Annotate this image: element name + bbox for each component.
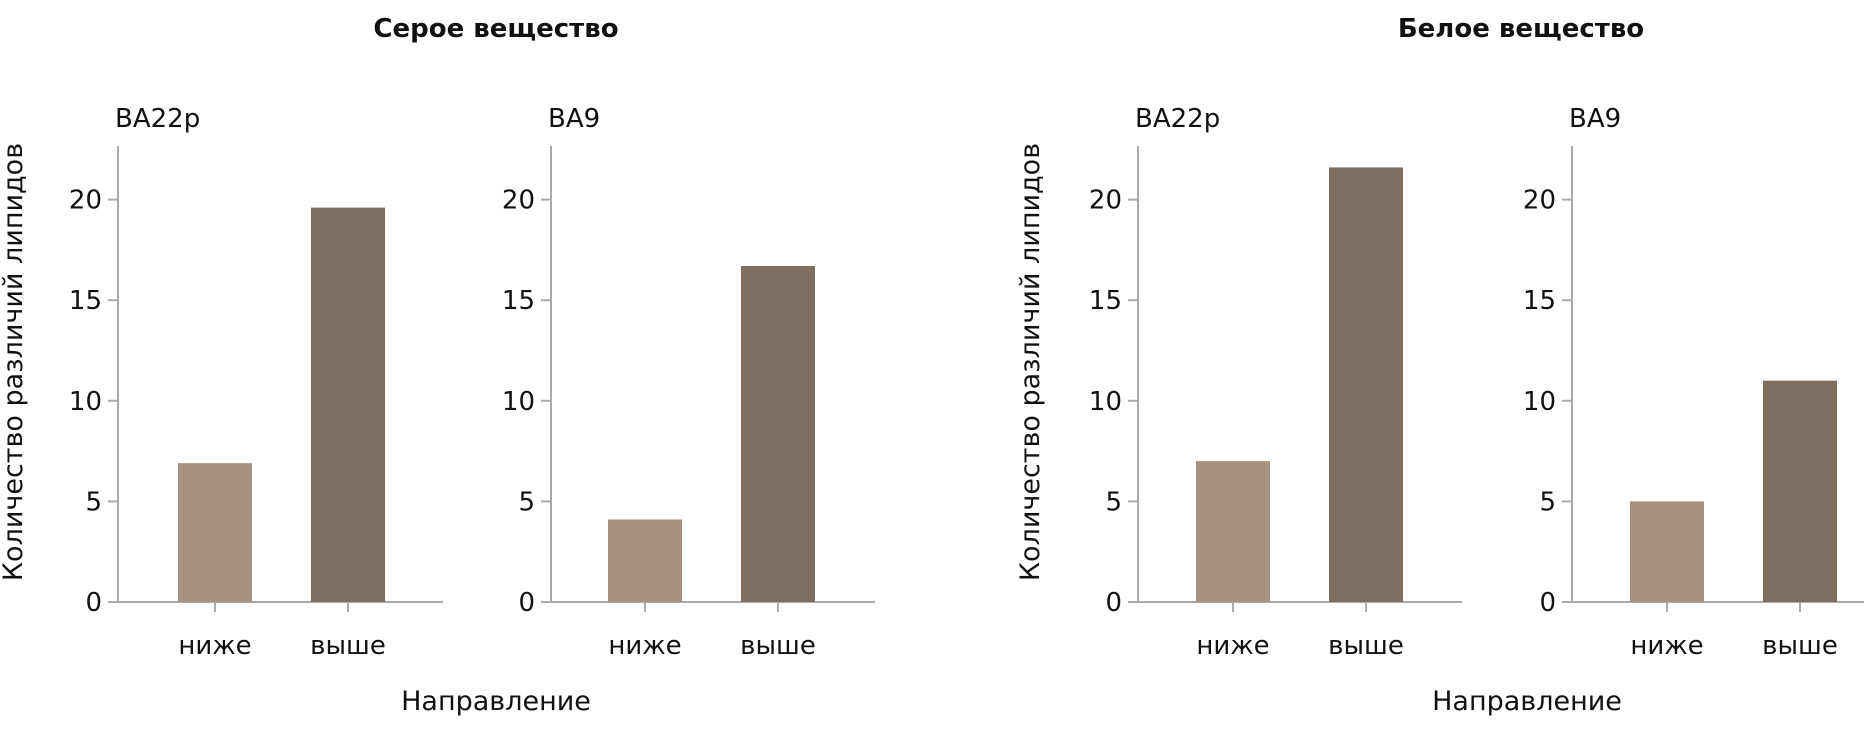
x-tick-label: выше [1762,631,1838,661]
y-tick-label: 15 [1089,286,1122,316]
bar-выше [741,265,815,602]
bar-выше [1763,380,1837,602]
bar-ниже [1196,461,1270,602]
group-title-grey-matter: Серое вещество [373,14,618,44]
x-axis-label-grey-matter: Направление [401,686,591,717]
x-tick-label: ниже [1196,631,1269,661]
x-tick-label: выше [310,631,386,661]
y-tick-label: 0 [85,588,102,618]
panel-title: BA22p [115,104,200,134]
bar-выше [311,207,385,602]
y-axis-label-grey-matter: Количество различий липидов [0,143,29,581]
y-tick-label: 5 [518,487,535,517]
panel-title: BA9 [548,104,600,134]
x-tick-label: ниже [178,631,251,661]
bar-ниже [178,463,252,602]
panel-title: BA9 [1569,104,1621,134]
y-tick-label: 15 [1523,286,1556,316]
y-tick-label: 15 [69,286,102,316]
y-tick-label: 10 [1523,387,1556,417]
x-tick-label: выше [740,631,816,661]
y-tick-label: 5 [1539,487,1556,517]
y-tick-label: 0 [1539,588,1556,618]
panel-title: BA22p [1135,104,1220,134]
y-axis-label-white-matter: Количество различий липидов [1015,143,1046,581]
group-title-white-matter: Белое вещество [1398,14,1644,44]
chart-panel-1: BA9 0 5 10 15 20 ниже выше [502,104,875,661]
y-tick-label: 0 [1105,588,1122,618]
chart-panel-2: BA22p 0 5 10 15 20 ниже выше [1089,104,1462,661]
x-axis-label-white-matter: Направление [1432,686,1622,717]
y-tick-label: 10 [69,387,102,417]
chart-panel-3: BA9 0 5 10 15 20 ниже выше [1523,104,1864,661]
bar-ниже [608,519,682,602]
x-tick-label: выше [1328,631,1404,661]
y-tick-label: 5 [85,487,102,517]
bar-ниже [1630,501,1704,602]
y-tick-label: 10 [1089,387,1122,417]
y-tick-label: 20 [1089,186,1122,216]
bar-выше [1329,167,1403,602]
x-tick-label: ниже [1630,631,1703,661]
y-tick-label: 0 [518,588,535,618]
y-tick-label: 15 [502,286,535,316]
y-tick-label: 5 [1105,487,1122,517]
y-tick-label: 20 [502,186,535,216]
y-tick-label: 20 [1523,186,1556,216]
chart-panel-0: BA22p 0 5 10 15 20 ниже выше [69,104,443,661]
x-tick-label: ниже [608,631,681,661]
y-tick-label: 20 [69,186,102,216]
chart-panels: BA22p 0 5 10 15 20 ниже выше BA9 0 5 10 15 20 ниже выше… [69,104,1864,661]
y-tick-label: 10 [502,387,535,417]
